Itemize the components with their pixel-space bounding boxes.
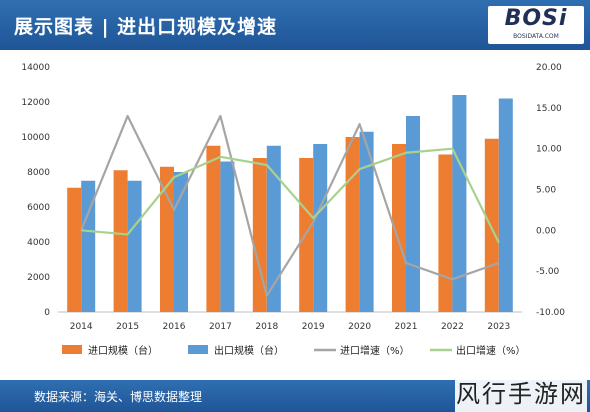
- import-bar: [160, 166, 174, 312]
- y-left-tick-label: 14000: [21, 63, 50, 73]
- chart-svg: 0 2000 4000 6000 8000 10000 12000 14000 -10.00 -5…: [21, 63, 565, 357]
- x-tick-label: 2023: [487, 322, 510, 332]
- logo-subtext: BOSIDATA.COM: [513, 33, 559, 40]
- y-left-tick-label: 4000: [27, 238, 50, 248]
- y-left-tick-label: 12000: [21, 98, 50, 108]
- y-left-tick-label: 8000: [27, 168, 50, 178]
- y-left-tick-label: 2000: [27, 273, 50, 283]
- legend-label: 进口规模（台）: [88, 344, 158, 357]
- export-bar: [313, 144, 328, 312]
- legend-swatch: [188, 345, 208, 354]
- export-bar: [359, 131, 374, 312]
- x-tick-label: 2017: [209, 322, 232, 332]
- x-tick-label: 2022: [441, 322, 464, 332]
- logo-text: BOSi: [504, 6, 568, 31]
- watermark-credit: 风行手游网: [455, 370, 587, 412]
- export-bar: [81, 180, 96, 312]
- import-bar: [113, 170, 128, 312]
- import-bar: [484, 138, 499, 312]
- export-bar: [220, 161, 235, 312]
- y-right-tick-label: 20.00: [536, 63, 562, 73]
- credit-text: 风行手游网: [456, 380, 586, 408]
- y-right-tick-label: 5.00: [536, 186, 556, 196]
- legend-label: 进口增速（%）: [340, 344, 410, 357]
- x-tick-label: 2014: [70, 322, 93, 332]
- y-left-tick-label: 0: [44, 308, 50, 318]
- import-growth-line: [80, 114, 500, 297]
- export-bar: [406, 116, 420, 312]
- legend-swatch: [62, 345, 82, 354]
- x-tick-label: 2016: [163, 322, 186, 332]
- y-left-tick-label: 6000: [27, 203, 50, 213]
- y-right-tick-label: -5.00: [536, 267, 560, 277]
- y-right-tick-label: 0.00: [536, 226, 556, 236]
- import-bar: [392, 144, 406, 312]
- export-bar: [266, 145, 281, 312]
- legend-label: 出口规模（台）: [214, 344, 284, 357]
- import-bar: [438, 154, 453, 312]
- x-tick-label: 2018: [255, 322, 278, 332]
- title-bar: 展示图表 | 进出口规模及增速 BOSi BOSIDATA.COM: [0, 0, 590, 50]
- x-tick-label: 2021: [395, 322, 418, 332]
- x-tick-label: 2020: [348, 322, 371, 332]
- x-tick-label: 2015: [116, 322, 139, 332]
- y-right-tick-label: 10.00: [536, 145, 562, 155]
- x-tick-label: 2019: [302, 322, 325, 332]
- import-bar: [345, 137, 360, 312]
- export-bar: [127, 180, 142, 312]
- export-bar: [174, 172, 188, 312]
- y-right-tick-label: 15.00: [536, 104, 562, 114]
- data-source: 数据来源：海关、博思数据整理: [34, 390, 203, 404]
- export-bar: [452, 95, 467, 312]
- chart-title: 展示图表 | 进出口规模及增速: [14, 16, 278, 38]
- y-right-tick-label: -10.00: [536, 308, 565, 318]
- import-bar: [67, 187, 82, 312]
- legend-label: 出口增速（%）: [456, 344, 526, 357]
- export-growth-line: [81, 147, 500, 244]
- brand-logo: BOSi BOSIDATA.COM: [488, 6, 584, 44]
- y-left-tick-label: 10000: [21, 133, 50, 143]
- export-bar: [498, 98, 513, 312]
- import-bar: [252, 158, 267, 312]
- import-bar: [206, 145, 221, 312]
